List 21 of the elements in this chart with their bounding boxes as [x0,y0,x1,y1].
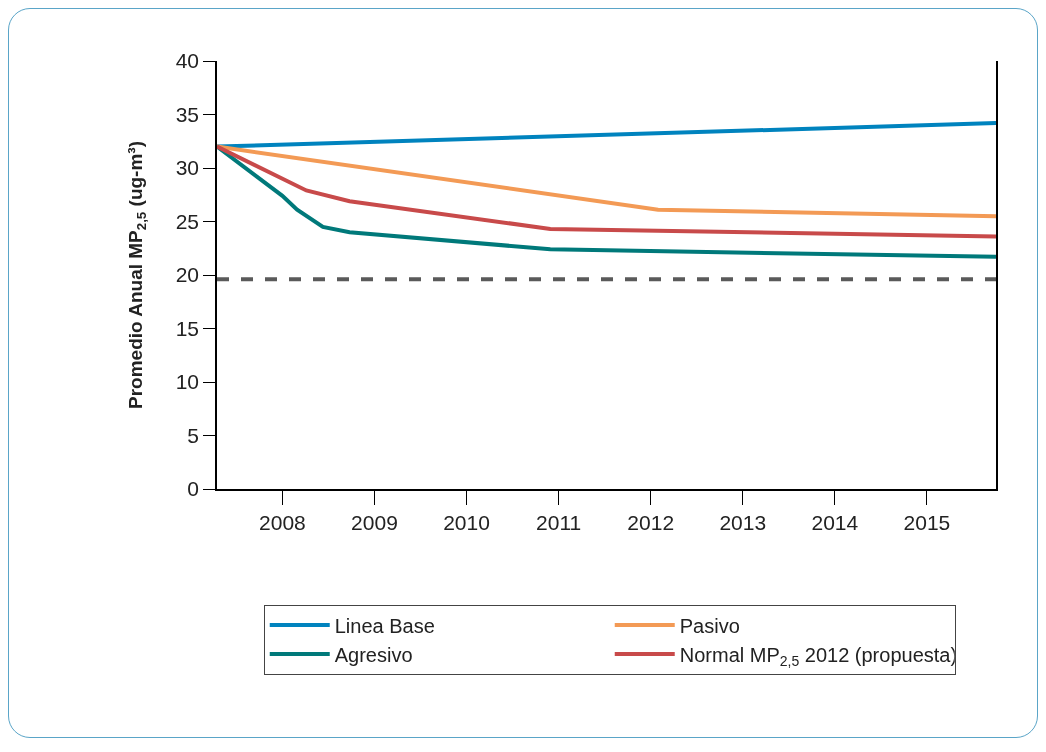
x-tick-label: 2014 [811,510,859,534]
x-tick-label: 2009 [351,510,398,534]
y-tick-label: 5 [187,423,200,447]
x-tick-label: 2015 [903,510,951,534]
x-tick-label: 2008 [259,510,306,534]
legend-label: Agresivo [334,643,413,666]
legend-label: Linea Base [334,614,435,637]
y-tick-label: 0 [187,477,200,501]
x-tick-label: 2013 [719,510,767,534]
x-tick-label: 2012 [627,510,675,534]
y-tick-label: 20 [175,263,200,287]
legend-label: Pasivo [679,614,740,637]
x-tick-label: 2011 [536,510,582,534]
y-tick-label: 25 [175,209,200,233]
y-tick-label: 40 [175,49,200,73]
y-tick-label: 10 [175,370,200,394]
x-tick-label: 2010 [443,510,490,534]
line-series [217,144,996,239]
y-tick-label: 15 [175,316,200,340]
y-tick-label: 35 [175,102,200,126]
y-tick-label: 30 [175,156,200,180]
